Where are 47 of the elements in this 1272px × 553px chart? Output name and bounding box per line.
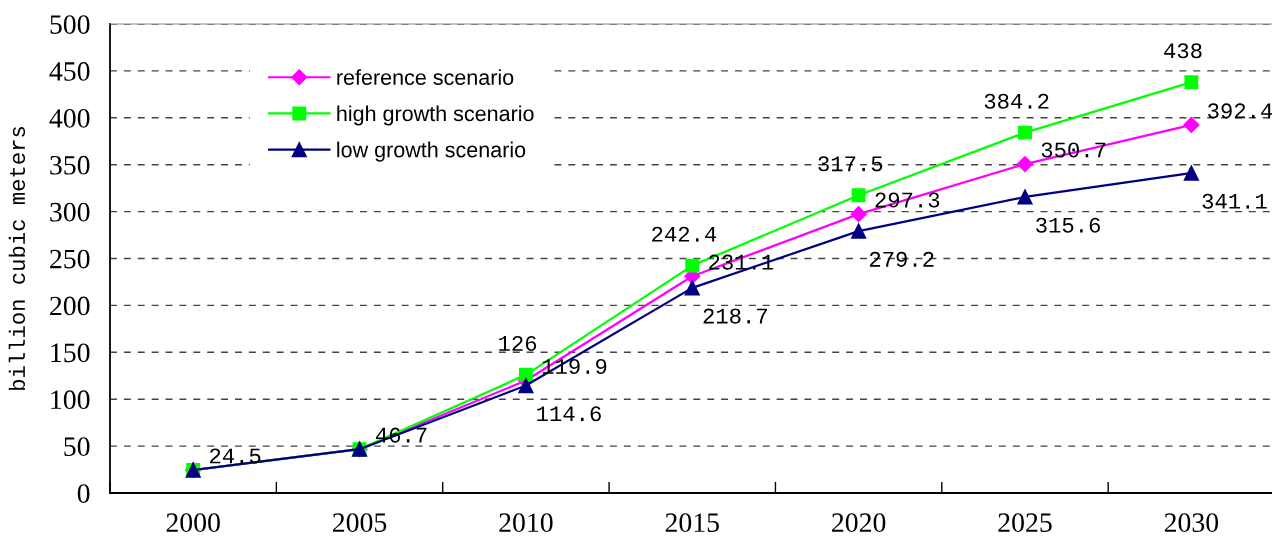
y-tick-label: 500: [50, 15, 90, 34]
data-label: 279.2: [869, 251, 934, 267]
legend-label: reference scenario: [337, 69, 514, 85]
data-label: 317.5: [818, 156, 883, 172]
point: [684, 280, 700, 296]
data-label: 341.1: [1202, 193, 1267, 209]
data-label: 384.2: [984, 93, 1049, 109]
x-tick-label: 2005: [332, 513, 387, 532]
point: [1184, 75, 1199, 90]
y-tick-label: 350: [50, 155, 90, 175]
legend-label: high growth scenario: [337, 105, 534, 126]
point: [1183, 116, 1200, 133]
y-tick-label: 0: [77, 484, 90, 503]
x-tick-label: 2000: [166, 513, 220, 532]
x-tick-label: 2025: [998, 513, 1052, 532]
x-tick-label: 2010: [499, 513, 553, 532]
data-label: 24.5: [210, 448, 261, 464]
data-label: 114.6: [537, 406, 601, 422]
point: [1016, 155, 1034, 173]
x-tick-label: 2020: [832, 513, 886, 532]
y-tick-label: 200: [50, 296, 90, 316]
point: [850, 206, 867, 223]
x-tick-label: 2015: [665, 513, 719, 532]
data-label: 392.4: [1208, 103, 1272, 119]
y-tick-label: 300: [50, 202, 90, 222]
data-label: 315.6: [1036, 217, 1100, 233]
data-label: 242.4: [652, 226, 717, 242]
point: [685, 258, 700, 273]
y-tick-label: 400: [49, 108, 90, 128]
point: [850, 223, 867, 239]
legend-label: low growth scenario: [337, 141, 526, 162]
point: [1018, 125, 1032, 140]
y-axis-title: billion cubic meters: [8, 126, 26, 390]
y-tick-label: 250: [50, 249, 90, 269]
data-label: 218.7: [703, 308, 767, 324]
point: [1017, 189, 1033, 205]
data-label: 126: [499, 335, 537, 351]
y-tick-label: 150: [51, 343, 90, 363]
point: [518, 377, 534, 394]
y-tick-label: 50: [64, 437, 90, 457]
point: [1183, 165, 1200, 181]
x-tick-label: 2030: [1164, 513, 1219, 532]
point: [851, 188, 866, 203]
data-label: 438: [1164, 43, 1202, 59]
y-tick-label: 450: [49, 62, 90, 81]
point: [518, 367, 533, 382]
y-tick-label: 100: [51, 390, 90, 410]
